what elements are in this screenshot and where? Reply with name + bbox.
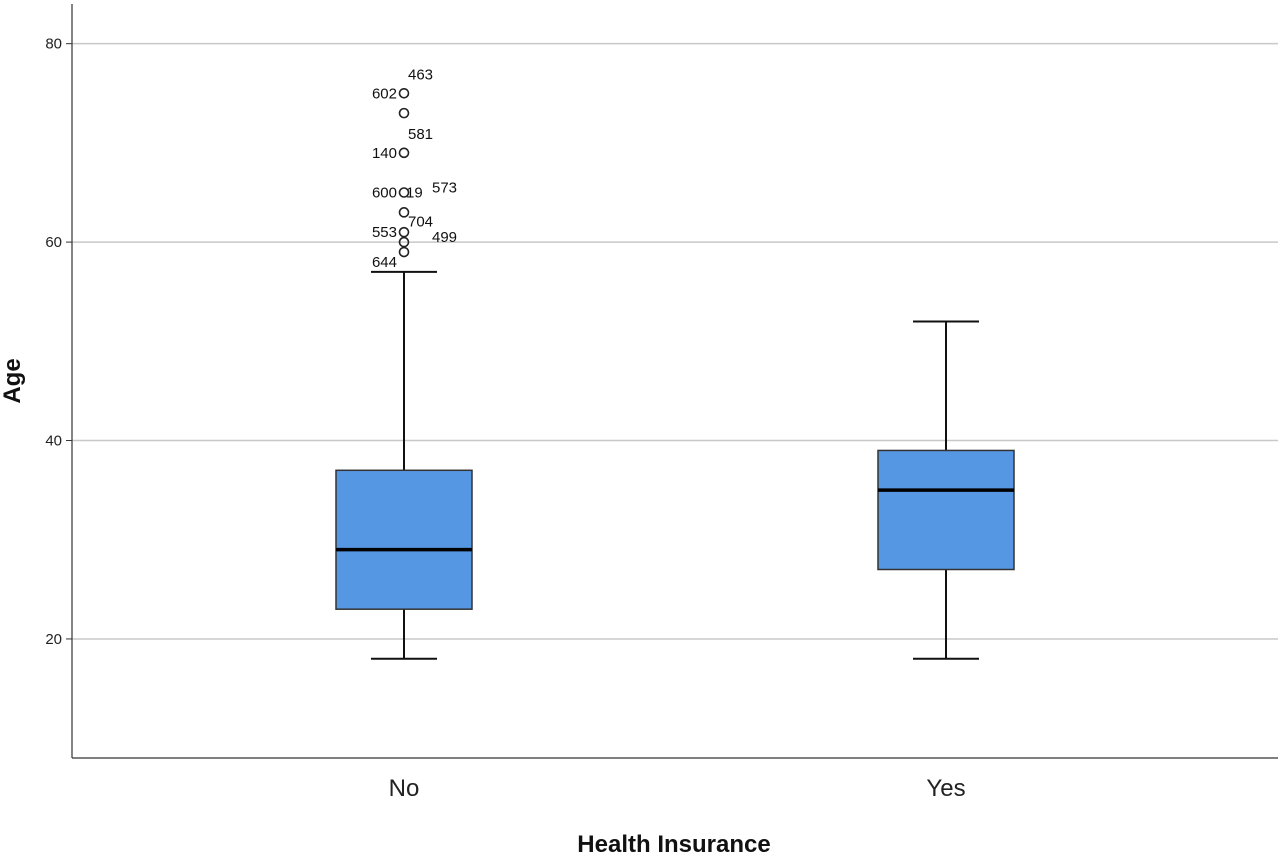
outlier-label: 553 <box>372 224 397 241</box>
x-axis-title: Health Insurance <box>577 831 770 855</box>
x-category-label-yes: Yes <box>926 775 965 802</box>
outlier-label: 499 <box>432 229 457 246</box>
outlier-label: 573 <box>432 180 457 197</box>
box-group-yes <box>877 320 1015 660</box>
outlier-label: 600 <box>372 185 397 202</box>
outlier-label: 463 <box>408 66 433 83</box>
outlier-point <box>398 87 410 99</box>
outlier-label: 602 <box>372 85 397 102</box>
outlier-point <box>398 246 410 258</box>
x-category-label-no: No <box>389 775 420 802</box>
outlier-point <box>398 236 410 248</box>
outlier-point <box>398 226 410 238</box>
box-iqr <box>877 449 1015 571</box>
y-tick-label: 80 <box>45 36 62 53</box>
outlier-point <box>398 147 410 159</box>
outlier-point <box>398 187 410 198</box>
y-axis-ticks: 20 40 60 80 <box>45 36 72 648</box>
outlier-label: 19 <box>406 185 423 202</box>
y-tick-label: 20 <box>45 631 62 648</box>
outlier-label: 644 <box>372 254 397 271</box>
y-axis-title: Age <box>0 358 26 403</box>
outlier-point <box>398 107 410 119</box>
box-group-no: 602 463 581 140 600 19 573 704 553 499 644 <box>335 66 473 660</box>
gridlines <box>72 42 1278 640</box>
outlier-label: 704 <box>408 213 433 230</box>
box-iqr <box>335 469 473 610</box>
x-axis-categories: No Yes <box>389 775 966 802</box>
boxes: 602 463 581 140 600 19 573 704 553 499 644 <box>335 66 1015 660</box>
y-tick-label: 40 <box>45 433 62 450</box>
y-tick-label: 60 <box>45 234 62 251</box>
axes <box>71 4 1278 759</box>
outlier-label: 581 <box>408 126 433 143</box>
outlier-label: 140 <box>372 145 397 162</box>
outlier-point <box>398 207 410 218</box>
